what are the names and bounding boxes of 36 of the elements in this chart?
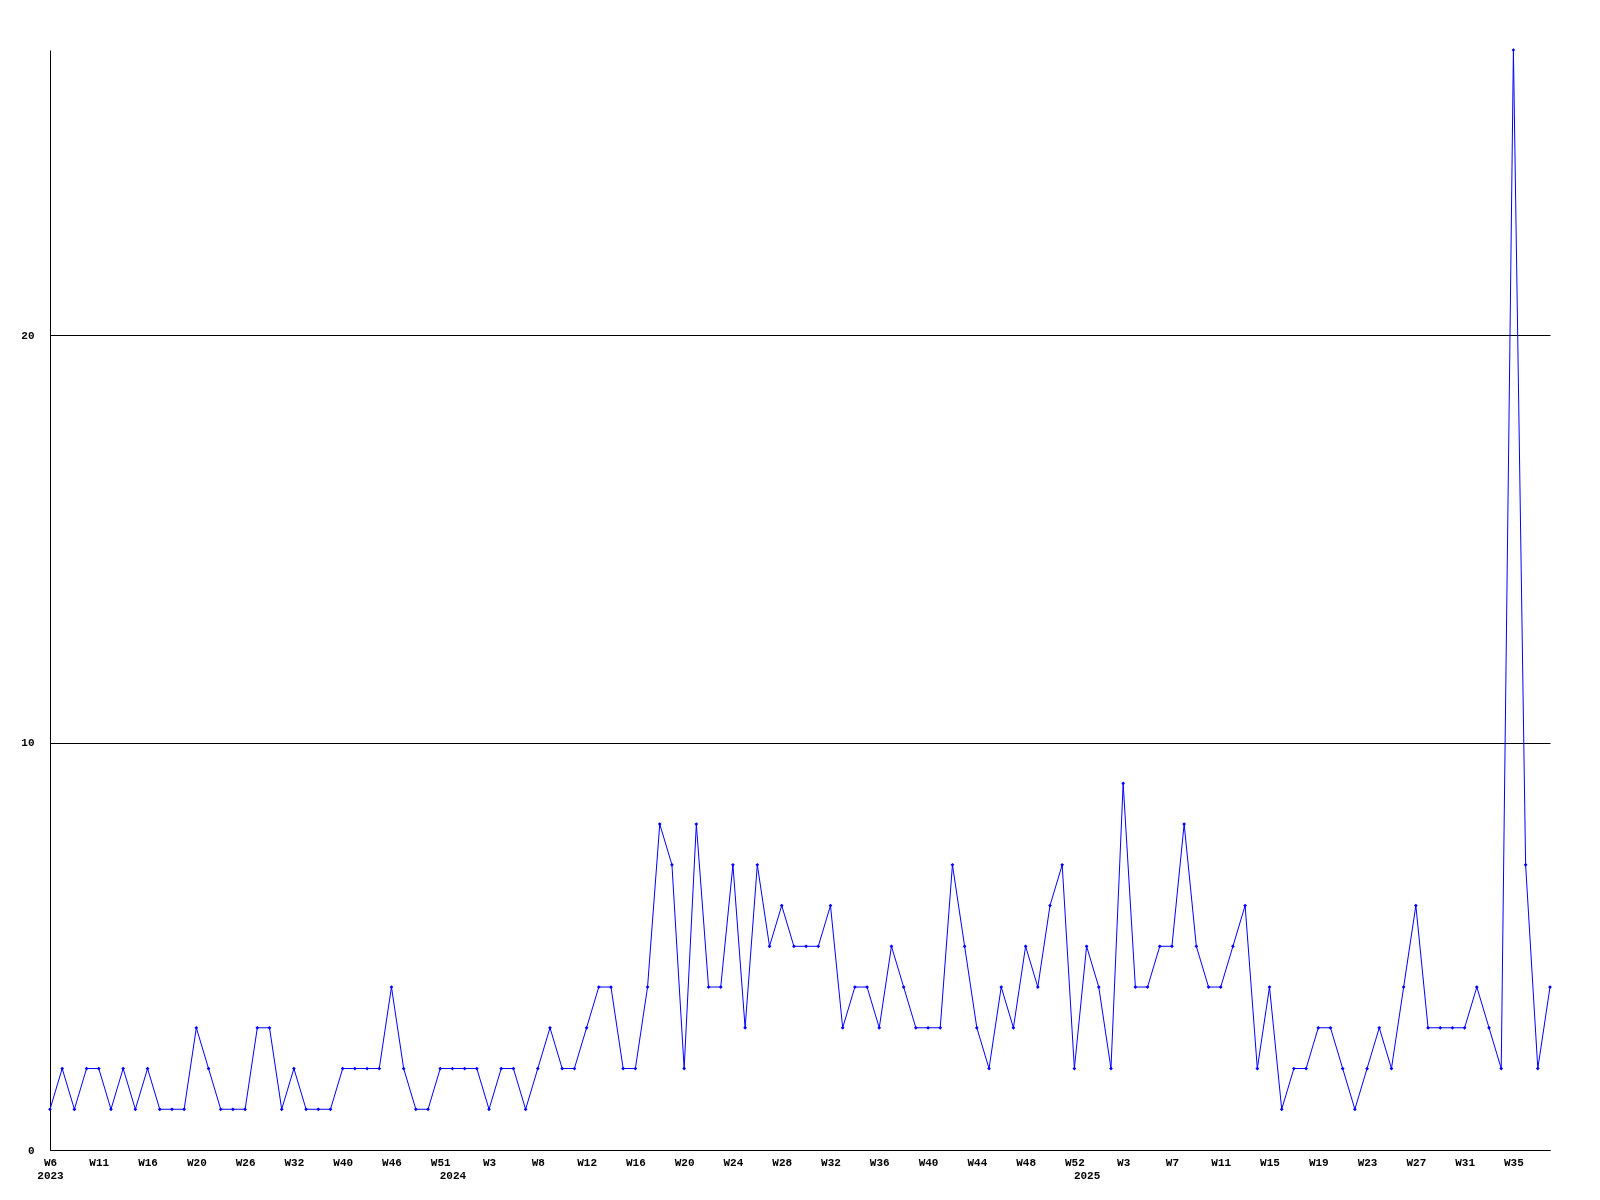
x-tick-label: W48 [1016, 1156, 1037, 1169]
x-tick-label: W11 [1211, 1156, 1232, 1169]
x-tick-label: W20 [674, 1156, 695, 1169]
x-tick-label: W35 [1504, 1156, 1525, 1169]
x-tick-label: W46 [382, 1156, 402, 1169]
x-tick-label: W19 [1308, 1156, 1329, 1169]
x-tick-label: W11 [89, 1156, 110, 1169]
x-tick-label: W36 [869, 1156, 890, 1169]
y-tick-label: 20 [21, 329, 35, 342]
y-tick-label: 0 [27, 1144, 35, 1157]
x-tick-label: W7 [1165, 1156, 1180, 1169]
x-tick-label: W28 [772, 1156, 793, 1169]
x-tick-label: W3 [482, 1156, 497, 1169]
x-tick-label: W20 [186, 1156, 207, 1169]
x-tick-label: W26 [235, 1156, 256, 1169]
x-tick-label: 2024 [439, 1169, 467, 1182]
x-tick-label: W23 [1357, 1156, 1378, 1169]
x-tick-label: W3 [1117, 1156, 1131, 1169]
x-tick-label: W16 [625, 1156, 646, 1169]
x-tick-label: W15 [1260, 1156, 1281, 1169]
x-tick-label: W6 2023 [37, 1156, 65, 1182]
x-tick-label: W12 [577, 1156, 597, 1169]
x-tick-label: W16 [138, 1156, 158, 1169]
x-tick-label: W40 [333, 1156, 354, 1169]
x-tick-label: 2025 [1073, 1169, 1101, 1182]
x-tick-label: W32 [821, 1156, 841, 1169]
x-tick-label: W24 [723, 1156, 744, 1169]
x-tick-label: W31 [1455, 1156, 1476, 1169]
x-tick-label: W52 [1064, 1156, 1085, 1169]
x-tick-label: W27 [1406, 1156, 1427, 1169]
x-tick-label: W44 [967, 1156, 988, 1169]
x-tick-label: W51 [430, 1156, 452, 1169]
y-tick-label: 10 [21, 737, 35, 750]
x-tick-label: W8 [531, 1156, 546, 1169]
x-tick-label: W32 [284, 1156, 305, 1169]
x-tick-label: W40 [918, 1156, 939, 1169]
